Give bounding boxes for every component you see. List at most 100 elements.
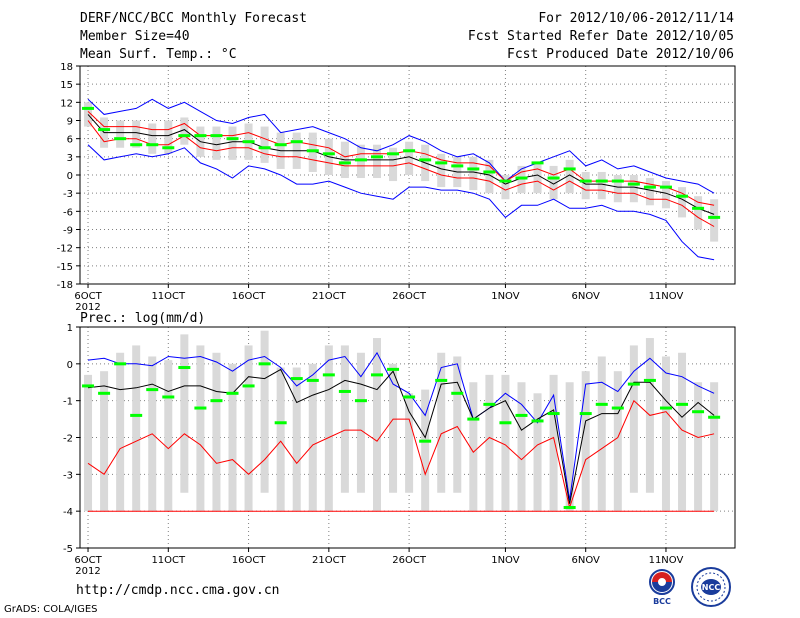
ensemble-box [405, 141, 414, 175]
ensemble-box [469, 156, 478, 191]
ensemble-box [308, 132, 317, 172]
observed-marker [242, 140, 255, 144]
ensemble-box [228, 363, 237, 512]
ensemble-box [212, 126, 221, 160]
ensemble-box [308, 363, 317, 512]
observed-marker [563, 505, 576, 509]
ensemble-box [389, 363, 398, 493]
observed-marker [130, 143, 143, 147]
ensemble-box [453, 356, 462, 493]
observed-marker [242, 384, 255, 388]
observed-marker [322, 152, 335, 156]
ensemble-box [276, 367, 285, 512]
ensemble-box [437, 352, 446, 493]
ensemble-box [260, 126, 269, 163]
ensemble-box [597, 356, 606, 512]
observed-marker [290, 140, 303, 144]
x-tick-year-label: 2012 [75, 566, 100, 577]
y-tick-label: -9 [63, 226, 73, 237]
observed-marker [692, 410, 705, 414]
precip-panel-title: Prec.: log(mm/d) [80, 311, 206, 326]
y-tick-label: -2 [63, 434, 73, 445]
series-max-line [87, 98, 715, 194]
observed-marker [467, 417, 480, 421]
x-tick-label: 21OCT [312, 555, 347, 566]
y-tick-label: -3 [63, 470, 73, 481]
observed-marker [403, 395, 416, 399]
observed-marker [258, 362, 271, 366]
observed-marker [114, 137, 127, 141]
observed-marker [306, 149, 319, 153]
y-tick-label: 0 [67, 360, 73, 371]
x-tick-label: 11NOV [649, 555, 684, 566]
x-tick-label: 1NOV [491, 555, 520, 566]
ensemble-box [629, 345, 638, 493]
ensemble-box [148, 123, 157, 154]
observed-marker [643, 185, 656, 189]
observed-marker [370, 155, 383, 159]
ensemble-box [324, 345, 333, 512]
ensemble-box [116, 120, 125, 148]
ensemble-box [356, 352, 365, 493]
observed-marker [708, 215, 721, 219]
observed-marker [419, 158, 432, 162]
ensemble-box [517, 165, 526, 194]
observed-marker [98, 128, 111, 132]
y-tick-label: -15 [57, 262, 73, 273]
observed-marker [306, 378, 319, 382]
observed-marker [435, 161, 448, 165]
ensemble-box [613, 371, 622, 512]
x-tick-label: 1NOV [491, 291, 520, 302]
observed-marker [611, 179, 624, 183]
observed-marker [627, 182, 640, 186]
ensemble-box [533, 162, 542, 194]
ensemble-box [533, 393, 542, 512]
observed-marker [194, 406, 207, 410]
observed-marker [274, 421, 287, 425]
observed-marker [210, 399, 223, 403]
ensemble-box [132, 345, 141, 512]
observed-marker [130, 413, 143, 417]
observed-marker [194, 134, 207, 138]
ensemble-box [565, 382, 574, 512]
observed-marker [162, 395, 175, 399]
series-min-line [87, 399, 715, 510]
ensemble-box [485, 374, 494, 512]
observed-marker [146, 143, 159, 147]
observed-marker [595, 402, 608, 406]
ensemble-box [581, 171, 590, 200]
observed-marker [611, 406, 624, 410]
observed-marker [146, 388, 159, 392]
observed-marker [579, 412, 592, 416]
ensemble-box [565, 159, 574, 194]
observed-marker [515, 176, 528, 180]
ensemble-box [678, 187, 687, 218]
ensemble-box [694, 196, 703, 230]
ensemble-box [710, 199, 719, 242]
observed-marker [676, 402, 689, 406]
observed-marker [563, 167, 576, 171]
bcc-logo: BCC [649, 569, 675, 606]
ensemble-box [694, 382, 703, 512]
observed-marker [178, 134, 191, 138]
ensemble-box [372, 338, 381, 512]
ensemble-box [645, 178, 654, 206]
x-tick-label: 11OCT [151, 555, 186, 566]
y-tick-label: -18 [57, 280, 73, 291]
grads-credit: GrADS: COLA/IGES [4, 604, 98, 615]
observed-marker [82, 106, 95, 110]
x-tick-label: 6NOV [572, 555, 601, 566]
observed-marker [531, 419, 544, 423]
observed-marker [499, 179, 512, 183]
observed-marker [290, 377, 303, 381]
observed-marker [692, 206, 705, 210]
observed-marker [547, 412, 560, 416]
observed-marker [515, 413, 528, 417]
ensemble-box [212, 352, 221, 512]
x-tick-label: 6OCT [74, 291, 102, 302]
ensemble-box [116, 352, 125, 512]
ensemble-box [549, 165, 558, 200]
observed-marker [82, 384, 95, 388]
observed-marker [451, 391, 464, 395]
ensemble-box [228, 126, 237, 160]
